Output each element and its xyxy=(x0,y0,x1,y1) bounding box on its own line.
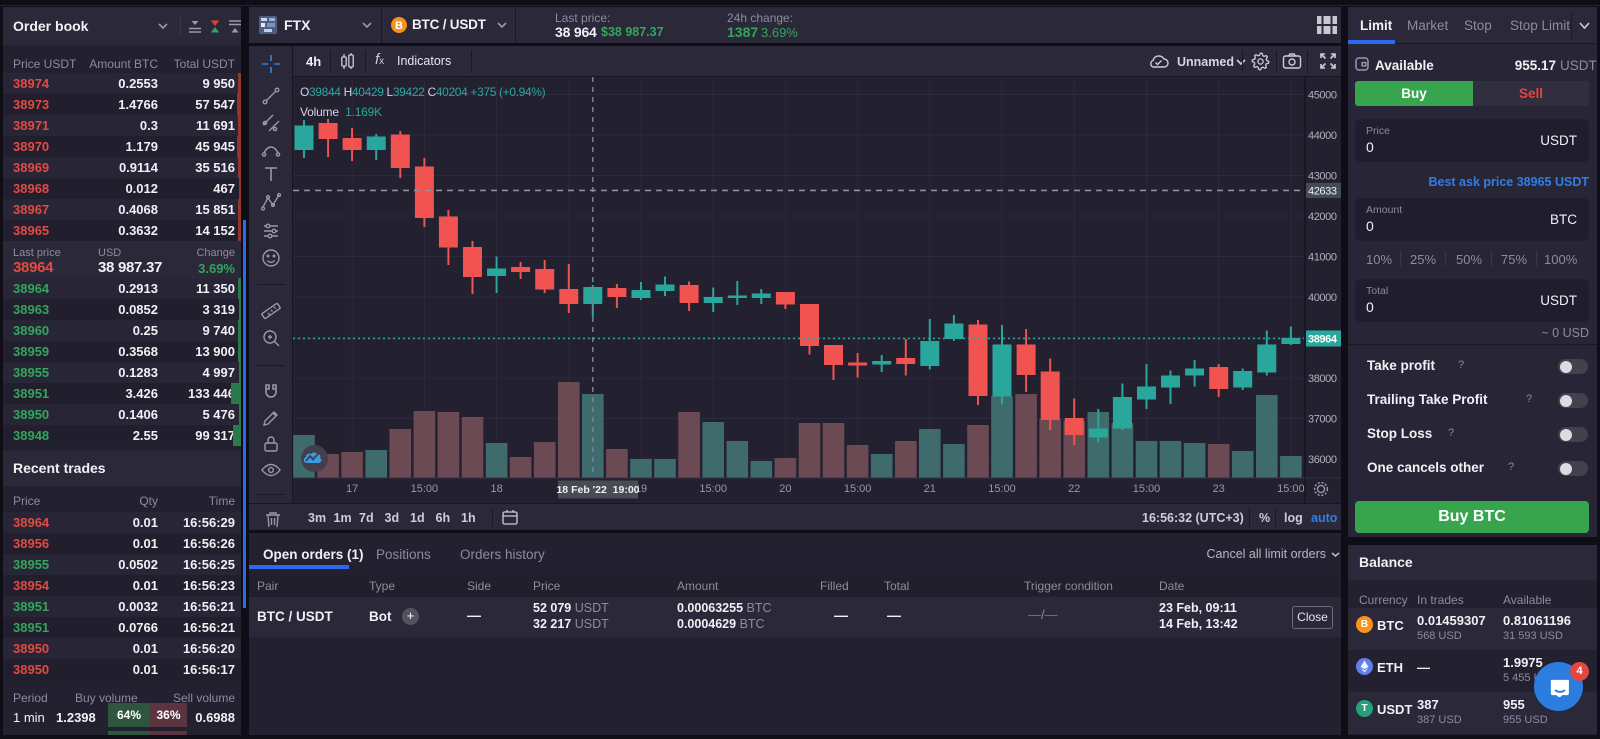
svg-text:40000: 40000 xyxy=(1308,292,1337,304)
svg-text:18: 18 xyxy=(490,483,502,495)
svg-text:15:00: 15:00 xyxy=(699,483,727,495)
svg-text:17: 17 xyxy=(346,483,358,495)
svg-text:22: 22 xyxy=(1068,483,1080,495)
svg-text:42633: 42633 xyxy=(1308,185,1337,197)
svg-text:23: 23 xyxy=(1213,483,1225,495)
svg-text:15:00: 15:00 xyxy=(1133,483,1161,495)
svg-text:15:00: 15:00 xyxy=(844,483,872,495)
svg-text:43000: 43000 xyxy=(1308,171,1337,183)
svg-text:B: B xyxy=(395,20,403,32)
svg-text:41000: 41000 xyxy=(1308,252,1337,264)
svg-text:36000: 36000 xyxy=(1308,454,1337,466)
svg-text:42000: 42000 xyxy=(1308,211,1337,223)
svg-text:38000: 38000 xyxy=(1308,373,1337,385)
svg-text:45000: 45000 xyxy=(1308,90,1337,102)
svg-text:37000: 37000 xyxy=(1308,414,1337,426)
svg-text:15:00: 15:00 xyxy=(411,483,439,495)
svg-text:44000: 44000 xyxy=(1308,130,1337,142)
svg-text:20: 20 xyxy=(779,483,791,495)
svg-text:15:00: 15:00 xyxy=(1277,483,1305,495)
svg-text:O39844 H40429 L39422 C40204 +3: O39844 H40429 L39422 C40204 +375 (+0.94%… xyxy=(300,85,546,99)
svg-text:38964: 38964 xyxy=(1308,334,1338,346)
svg-text:21: 21 xyxy=(924,483,936,495)
svg-text:18 Feb '22 19:00: 18 Feb '22 19:00 xyxy=(556,484,639,496)
svg-text:15:00: 15:00 xyxy=(988,483,1016,495)
svg-text:Volume 1.169K: Volume 1.169K xyxy=(300,105,382,119)
